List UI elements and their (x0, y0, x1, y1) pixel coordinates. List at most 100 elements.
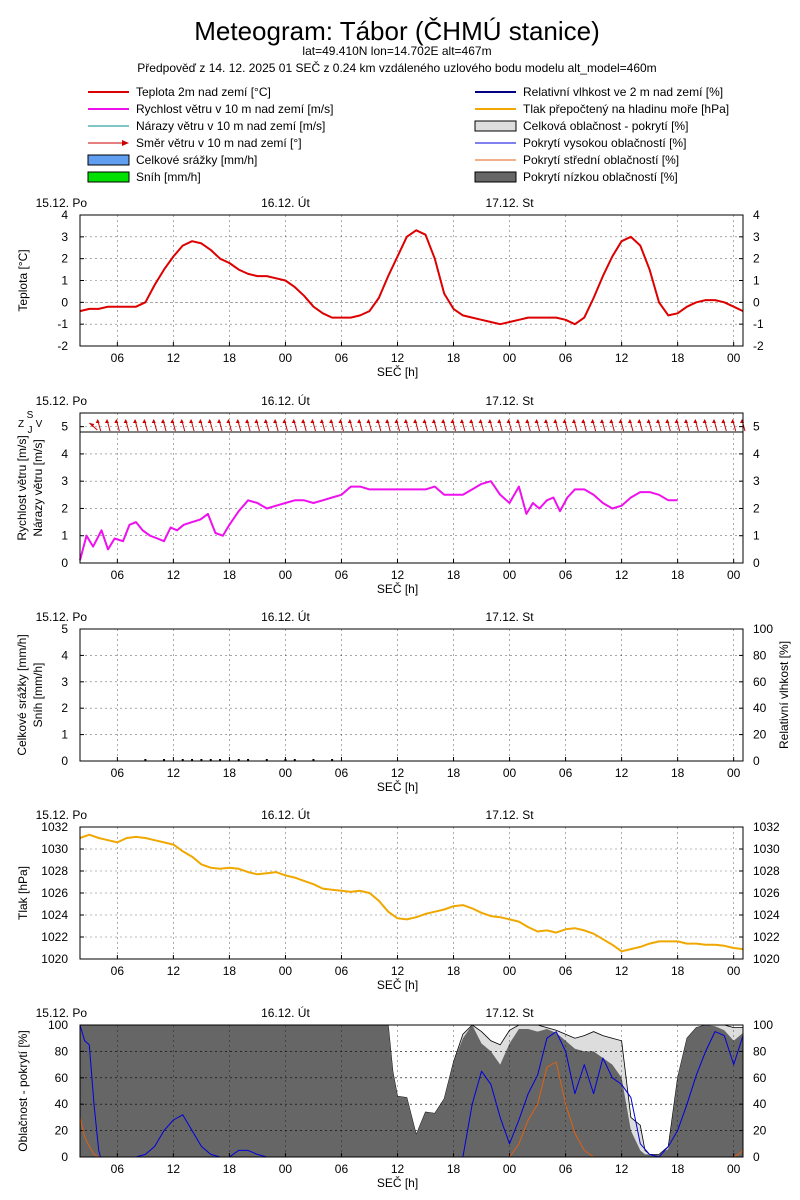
y-tick-label: 1030 (41, 842, 68, 856)
arrow-icon (721, 419, 726, 423)
precip-mark (237, 759, 240, 761)
day-label: 16.12. Út (261, 609, 310, 624)
arrow-icon (711, 419, 716, 423)
precip-mark (293, 759, 296, 761)
arrow-icon (357, 419, 362, 423)
precip-mark (312, 759, 315, 761)
arrow-icon (422, 419, 427, 423)
x-tick-label: 06 (111, 766, 125, 780)
arrow-icon (674, 419, 679, 423)
arrow-icon (665, 419, 670, 423)
day-label: 16.12. Út (261, 195, 310, 210)
arrow-icon (450, 419, 455, 423)
y-tick-label: 100 (48, 1018, 68, 1032)
y-tick-label: 60 (55, 1071, 69, 1085)
legend-item-11-label: Pokrytí nízkou oblačností [%] (523, 170, 678, 184)
x-tick-label: 12 (391, 568, 405, 582)
arrow-icon (469, 419, 474, 423)
arrow-icon (207, 419, 212, 423)
day-label: 15.12. Po (36, 394, 88, 408)
x-tick-label: 06 (111, 964, 125, 978)
arrow-icon (95, 419, 100, 423)
day-label: 15.12. Po (36, 196, 88, 210)
y-tick-label: 3 (61, 230, 68, 244)
legend: Teplota 2m nad zemí [°C] Relativní vlhkos… (87, 85, 729, 184)
x-tick-label: 06 (559, 568, 573, 582)
y-tick-label-right: 1026 (753, 886, 780, 900)
x-tick-label: 18 (447, 766, 461, 780)
y-tick-label: 4 (61, 648, 68, 662)
legend-item-5-swatch (474, 120, 517, 132)
x-tick-label: 12 (615, 1162, 629, 1176)
x-tick-label: 18 (447, 1162, 461, 1176)
x-tick-label: 12 (167, 766, 181, 780)
x-tick-label: 00 (727, 766, 741, 780)
y-tick-label-right: 4 (753, 208, 760, 222)
compass-west-label: Z (18, 419, 24, 430)
arrow-icon (534, 419, 539, 423)
arrow-icon (114, 419, 119, 423)
y-tick-label: -1 (57, 317, 68, 331)
y-tick-label-right: 100 (753, 1018, 773, 1032)
arrow-icon (637, 419, 642, 423)
day-label: 15.12. Po (36, 808, 88, 822)
y-tick-label: 1024 (41, 908, 68, 922)
x-tick-label: 00 (279, 568, 293, 582)
legend-item-8-swatch (87, 154, 130, 166)
y-tick-label-right: 0 (753, 556, 760, 570)
day-label: 17.12. St (486, 808, 535, 822)
precip-mark (191, 759, 194, 761)
x-tick-label: 00 (279, 964, 293, 978)
x-tick-label: 18 (671, 1162, 685, 1176)
arrow-icon (693, 419, 698, 423)
arrow-icon (683, 419, 688, 423)
y-tick-label-right: -1 (753, 317, 764, 331)
precip-mark (163, 759, 166, 761)
y-tick-label: 5 (61, 420, 68, 434)
precip-mark (219, 759, 222, 761)
legend-item-1-label: Relativní vlhkost ve 2 m nad zemí [%] (523, 85, 723, 99)
y-axis-label-right: Relativní vlhkost [%] (777, 641, 791, 749)
y-axis-label: Teplota [°C] (16, 249, 30, 311)
forecast-info: Předpověď z 14. 12. 2025 01 SEČ z 0.24 k… (137, 60, 656, 75)
x-tick-label: 00 (727, 964, 741, 978)
y-tick-label-right: 3 (753, 230, 760, 244)
x-tick-label: 06 (559, 964, 573, 978)
x-tick-label: 06 (335, 766, 349, 780)
series-line-wind (79, 480, 678, 561)
arrow-icon (366, 419, 371, 423)
x-tick-label: 12 (615, 766, 629, 780)
x-tick-label: 00 (727, 1162, 741, 1176)
arrow-icon (226, 419, 231, 423)
arrow-icon (599, 419, 604, 423)
y-tick-label: 0 (61, 1150, 68, 1164)
x-axis-label: SEČ [h] (377, 779, 418, 794)
arrow-icon (403, 419, 408, 423)
y-tick-label-right: -2 (753, 339, 764, 353)
day-label: 17.12. St (486, 1006, 535, 1020)
x-axis-label: SEČ [h] (377, 1175, 418, 1190)
series-line-pressure (79, 833, 744, 953)
panel-pressure: 15.12. Po 16.12. Út 17.12. St 06 12 18 00 06 12 1… (16, 807, 780, 992)
y-tick-label-right: 1 (753, 274, 760, 288)
x-tick-label: 12 (167, 964, 181, 978)
x-tick-label: 12 (167, 568, 181, 582)
arrow-icon (571, 419, 576, 423)
day-label: 17.12. St (486, 610, 535, 624)
page-title: Meteogram: Tábor (ČHMÚ stanice) (194, 16, 600, 46)
arrow-icon (123, 419, 128, 423)
day-label: 16.12. Út (261, 807, 310, 822)
y-tick-label: 0 (61, 556, 68, 570)
x-tick-label: 00 (279, 766, 293, 780)
y-tick-label-right: 1028 (753, 864, 780, 878)
arrow-icon (497, 419, 502, 423)
y-tick-label-right: 40 (753, 1097, 767, 1111)
x-tick-label: 06 (559, 1162, 573, 1176)
arrow-icon (347, 419, 352, 423)
y-tick-label-right: 0 (753, 754, 760, 768)
arrow-icon (506, 419, 511, 423)
arrow-icon (646, 419, 651, 423)
y-tick-label-right: 20 (753, 1124, 767, 1138)
x-axis-label: SEČ [h] (377, 977, 418, 992)
